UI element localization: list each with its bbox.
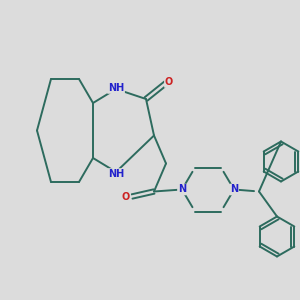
- Text: NH: NH: [108, 169, 124, 179]
- Text: NH: NH: [108, 83, 124, 93]
- Text: N: N: [178, 184, 186, 194]
- Text: N: N: [230, 184, 238, 194]
- Text: O: O: [165, 77, 173, 87]
- Text: O: O: [122, 191, 130, 202]
